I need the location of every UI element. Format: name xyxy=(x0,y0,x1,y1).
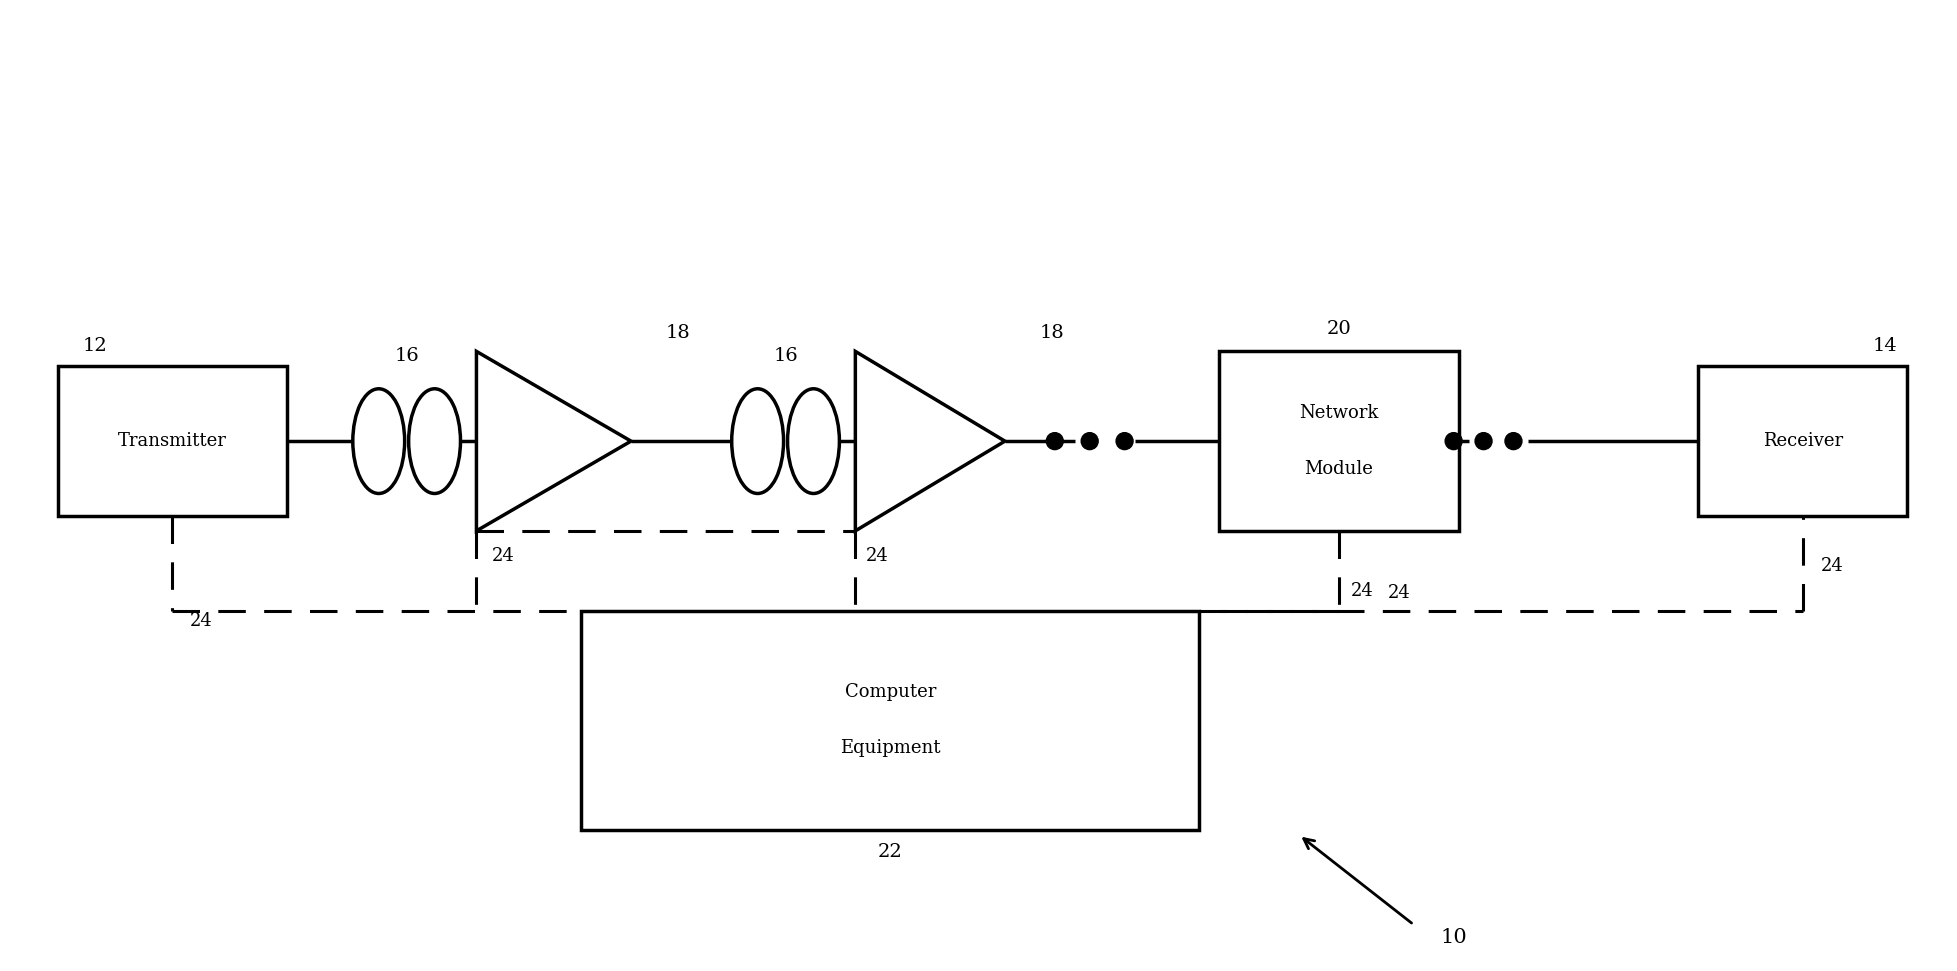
Bar xyxy=(581,611,1200,830)
Circle shape xyxy=(1505,433,1521,450)
Text: 18: 18 xyxy=(665,324,691,343)
Text: Computer: Computer xyxy=(843,684,935,701)
Text: 24: 24 xyxy=(1820,556,1842,575)
Circle shape xyxy=(1474,433,1491,450)
Bar xyxy=(1219,352,1458,531)
Text: Equipment: Equipment xyxy=(840,739,939,757)
Ellipse shape xyxy=(787,388,840,493)
Ellipse shape xyxy=(352,388,405,493)
Text: 24: 24 xyxy=(491,547,515,565)
Text: 20: 20 xyxy=(1327,320,1350,339)
Text: 22: 22 xyxy=(877,843,902,861)
Text: 16: 16 xyxy=(393,348,419,365)
Text: Module: Module xyxy=(1303,460,1372,478)
Circle shape xyxy=(1444,433,1462,450)
Text: 10: 10 xyxy=(1440,928,1466,947)
Text: Network: Network xyxy=(1299,404,1378,422)
Circle shape xyxy=(1080,433,1098,450)
Text: 12: 12 xyxy=(82,337,108,355)
Text: 24: 24 xyxy=(1388,584,1409,602)
Polygon shape xyxy=(476,352,630,531)
Circle shape xyxy=(1115,433,1133,450)
Text: 16: 16 xyxy=(773,348,798,365)
Text: 18: 18 xyxy=(1039,324,1065,343)
Text: 14: 14 xyxy=(1871,337,1896,355)
Polygon shape xyxy=(855,352,1004,531)
Bar xyxy=(1697,366,1906,516)
Text: 24: 24 xyxy=(865,547,888,565)
Text: 24: 24 xyxy=(190,612,213,629)
Text: Transmitter: Transmitter xyxy=(117,432,227,451)
Circle shape xyxy=(1045,433,1063,450)
Text: 24: 24 xyxy=(1350,582,1374,600)
Ellipse shape xyxy=(732,388,783,493)
Text: Receiver: Receiver xyxy=(1761,432,1842,451)
Ellipse shape xyxy=(409,388,460,493)
Bar xyxy=(57,366,288,516)
